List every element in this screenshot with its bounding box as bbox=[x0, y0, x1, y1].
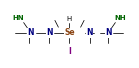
Text: NH: NH bbox=[115, 15, 126, 21]
Text: N: N bbox=[86, 28, 93, 37]
Text: Se: Se bbox=[64, 28, 75, 37]
Text: HN: HN bbox=[12, 15, 24, 21]
Text: I: I bbox=[68, 47, 71, 56]
Text: N: N bbox=[105, 28, 112, 37]
Text: N: N bbox=[27, 28, 34, 37]
Text: H: H bbox=[67, 16, 72, 22]
Text: N: N bbox=[46, 28, 53, 37]
